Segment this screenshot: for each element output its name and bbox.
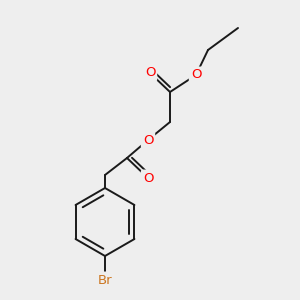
Text: O: O [145, 67, 155, 80]
Text: O: O [143, 172, 153, 184]
Text: O: O [191, 68, 201, 82]
Text: Br: Br [98, 274, 112, 286]
Text: O: O [143, 134, 153, 146]
